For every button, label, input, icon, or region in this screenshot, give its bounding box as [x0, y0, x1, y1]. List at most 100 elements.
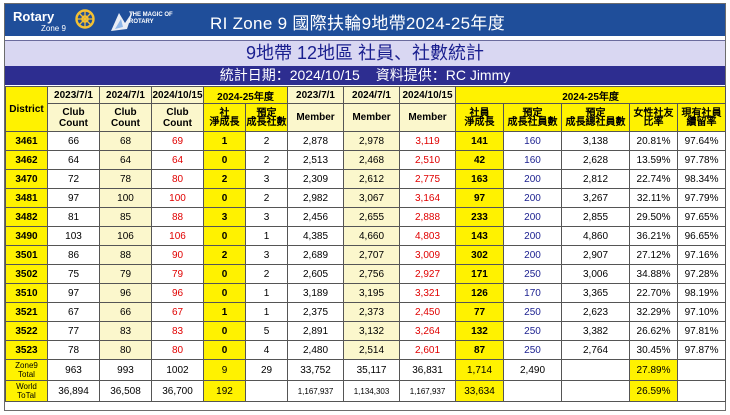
total-cell: 36,700 — [151, 380, 204, 402]
total-cell — [503, 380, 563, 402]
total-cell: 192 — [203, 380, 246, 402]
table-cell: 3 — [203, 207, 246, 227]
table-row: 3482 81 85 88 3 3 2,456 2,655 2,888 233 200 2,855 29… — [5, 207, 727, 227]
table-cell: 69 — [151, 131, 204, 151]
column-header-cell: 現有社員 續留率 — [677, 103, 727, 132]
world-total-row-label-line2: ToTal — [17, 391, 36, 400]
table-cell: 34.88% — [629, 264, 679, 284]
total-cell: 27.89% — [629, 359, 679, 381]
table-cell: 97.10% — [677, 302, 727, 322]
table-cell: 26.62% — [629, 321, 679, 341]
district-cell: 3522 — [5, 321, 48, 341]
column-header-cell: 預定 成長社員數 — [503, 103, 563, 132]
table-cell: 85 — [99, 207, 152, 227]
total-cell: 29 — [244, 359, 289, 381]
table-cell: 67 — [151, 302, 204, 322]
total-cell — [244, 380, 289, 402]
table-cell: 171 — [455, 264, 505, 284]
table-cell: 2,601 — [399, 340, 457, 360]
table-cell: 2 — [244, 264, 289, 284]
table-cell: 79 — [151, 264, 204, 284]
world-total-row: World ToTal 36,894 36,508 36,700 192 1,167,937… — [5, 380, 727, 402]
table-cell: 233 — [455, 207, 505, 227]
page-subtitle: 9地帶 12地區 社員、社數統計 — [5, 40, 725, 67]
table-cell: 64 — [99, 150, 152, 170]
table-cell: 83 — [99, 321, 152, 341]
table-cell: 2,982 — [287, 188, 345, 208]
zone-total-row: Zone9 Total 963 993 1002 9 29 33,752 35,117 36,83… — [5, 359, 727, 381]
district-cell: 3482 — [5, 207, 48, 227]
table-cell: 64 — [151, 150, 204, 170]
table-cell: 2,514 — [343, 340, 401, 360]
total-cell: 26.59% — [629, 380, 679, 402]
total-cell: 9 — [203, 359, 246, 381]
table-cell: 64 — [47, 150, 100, 170]
table-cell: 2 — [203, 169, 246, 189]
group-header-cell: 2024/10/15 — [399, 86, 457, 104]
table-cell: 96 — [151, 283, 204, 303]
table-cell: 96 — [99, 283, 152, 303]
table-cell: 2,764 — [561, 340, 631, 360]
table-cell: 66 — [47, 131, 100, 151]
table-cell: 4,860 — [561, 226, 631, 246]
page-title: RI Zone 9 國際扶輪9地帶2024-25年度 — [210, 14, 506, 33]
table-cell: 2,623 — [561, 302, 631, 322]
total-cell: 36,508 — [99, 380, 152, 402]
table-cell: 2 — [244, 150, 289, 170]
table-cell: 200 — [503, 207, 563, 227]
table-row: 3490 103 106 106 0 1 4,385 4,660 4,803 143 200 4,86… — [5, 226, 727, 246]
total-cell — [677, 359, 727, 381]
table-row: 3522 77 83 83 0 5 2,891 3,132 3,264 132 250 3,382 26… — [5, 321, 727, 341]
world-total-row-label: World ToTal — [5, 380, 48, 402]
table-cell: 2,756 — [343, 264, 401, 284]
total-cell: 2,490 — [503, 359, 563, 381]
table-cell: 1 — [244, 283, 289, 303]
column-header-cell: 社員 淨成長 — [455, 103, 505, 132]
table-row: 3461 66 68 69 1 2 2,878 2,978 3,119 141 160 3,138 20… — [5, 131, 727, 151]
table-row: 3523 78 80 80 0 4 2,480 2,514 2,601 87 250 2,764 30.… — [5, 340, 727, 360]
table-cell: 106 — [99, 226, 152, 246]
table-cell: 97.79% — [677, 188, 727, 208]
table-cell: 5 — [244, 321, 289, 341]
table-cell: 97.81% — [677, 321, 727, 341]
table-cell: 97.87% — [677, 340, 727, 360]
table-cell: 97 — [47, 283, 100, 303]
table-cell: 1 — [244, 302, 289, 322]
table-cell: 4,385 — [287, 226, 345, 246]
table-cell: 4 — [244, 340, 289, 360]
total-cell: 33,634 — [455, 380, 505, 402]
total-cell: 1,167,937 — [287, 380, 345, 402]
table-cell: 3,365 — [561, 283, 631, 303]
table-cell: 2 — [244, 188, 289, 208]
table-cell: 22.70% — [629, 283, 679, 303]
total-cell: 1,134,303 — [343, 380, 401, 402]
table-cell: 77 — [455, 302, 505, 322]
table-cell: 250 — [503, 321, 563, 341]
table-cell: 97.78% — [677, 150, 727, 170]
table-cell: 100 — [151, 188, 204, 208]
table-cell: 2,888 — [399, 207, 457, 227]
table-cell: 170 — [503, 283, 563, 303]
table-cell: 97.64% — [677, 131, 727, 151]
table-cell: 2,510 — [399, 150, 457, 170]
table-cell: 250 — [503, 340, 563, 360]
table-cell: 42 — [455, 150, 505, 170]
table-cell: 36.21% — [629, 226, 679, 246]
table-cell: 3 — [244, 245, 289, 265]
zone-logo-text: Zone 9 — [41, 24, 66, 33]
total-cell: 33,752 — [287, 359, 345, 381]
table-cell: 66 — [99, 302, 152, 322]
table-cell: 80 — [151, 169, 204, 189]
rotary-logo-text: Rotary — [13, 9, 55, 24]
table-cell: 2 — [203, 245, 246, 265]
table-cell: 2,309 — [287, 169, 345, 189]
table-cell: 126 — [455, 283, 505, 303]
table-cell: 22.74% — [629, 169, 679, 189]
table-cell: 3,382 — [561, 321, 631, 341]
table-cell: 72 — [47, 169, 100, 189]
table-cell: 200 — [503, 169, 563, 189]
table-cell: 2,775 — [399, 169, 457, 189]
table-cell: 2,891 — [287, 321, 345, 341]
table-cell: 0 — [203, 283, 246, 303]
district-cell: 3461 — [5, 131, 48, 151]
